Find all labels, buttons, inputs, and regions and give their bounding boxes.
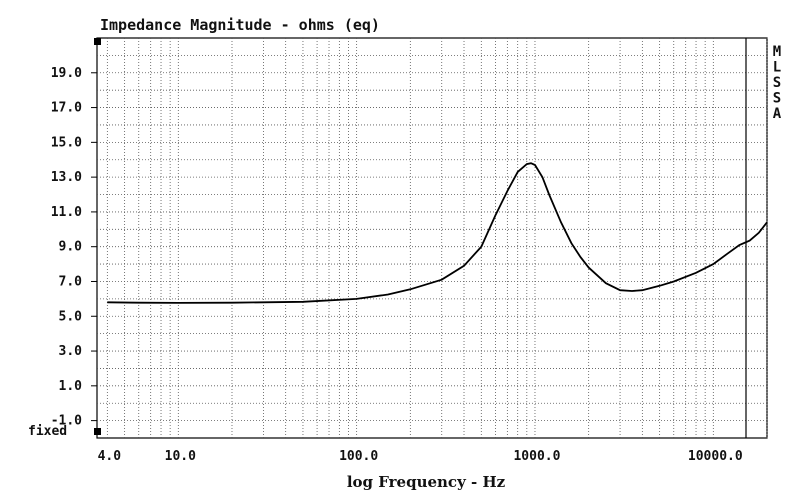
x-tick-label: 10.0: [165, 449, 196, 464]
y-tick-label: 5.0: [59, 309, 83, 324]
y-tick-label: 1.0: [59, 379, 83, 394]
y-tick-label: 15.0: [51, 135, 82, 150]
x-tick-label: 4.0: [98, 449, 122, 464]
y-tick-label: 9.0: [59, 240, 83, 255]
x-axis-ticks: 4.0 10.0 100.0 1000.0 10000.0: [98, 449, 743, 464]
y-tick-label: 13.0: [51, 170, 82, 185]
y-tick-label: 17.0: [51, 101, 82, 116]
x-tick-label: 1000.0: [513, 449, 560, 464]
bottom-marker: [94, 428, 101, 435]
side-label-letter: S: [773, 91, 781, 107]
y-axis-fixed-label: fixed: [28, 424, 67, 439]
x-axis-label: log Frequency - Hz: [347, 473, 506, 491]
side-label-letter: M: [773, 44, 781, 60]
chart-title: Impedance Magnitude - ohms (eq): [100, 16, 380, 34]
top-marker: [94, 38, 101, 45]
x-tick-label: 10000.0: [688, 449, 743, 464]
side-label-letter: S: [773, 75, 781, 91]
side-label-letter: L: [773, 60, 781, 76]
y-axis-ticks: 19.0 17.0 15.0 13.0 11.0 9.0 7.0 5.0 3.0 1.0 -1.0: [51, 66, 97, 429]
y-tick-label: 11.0: [51, 205, 82, 220]
grid-lines: [97, 38, 768, 438]
plot-area: [96, 37, 768, 439]
y-tick-label: 7.0: [59, 274, 83, 289]
x-tick-label: 100.0: [339, 449, 378, 464]
impedance-curve: [107, 162, 768, 304]
side-label-letter: A: [773, 106, 782, 122]
y-tick-label: 3.0: [59, 344, 83, 359]
y-tick-label: -1.0: [51, 414, 82, 429]
y-tick-label: 19.0: [51, 66, 82, 81]
